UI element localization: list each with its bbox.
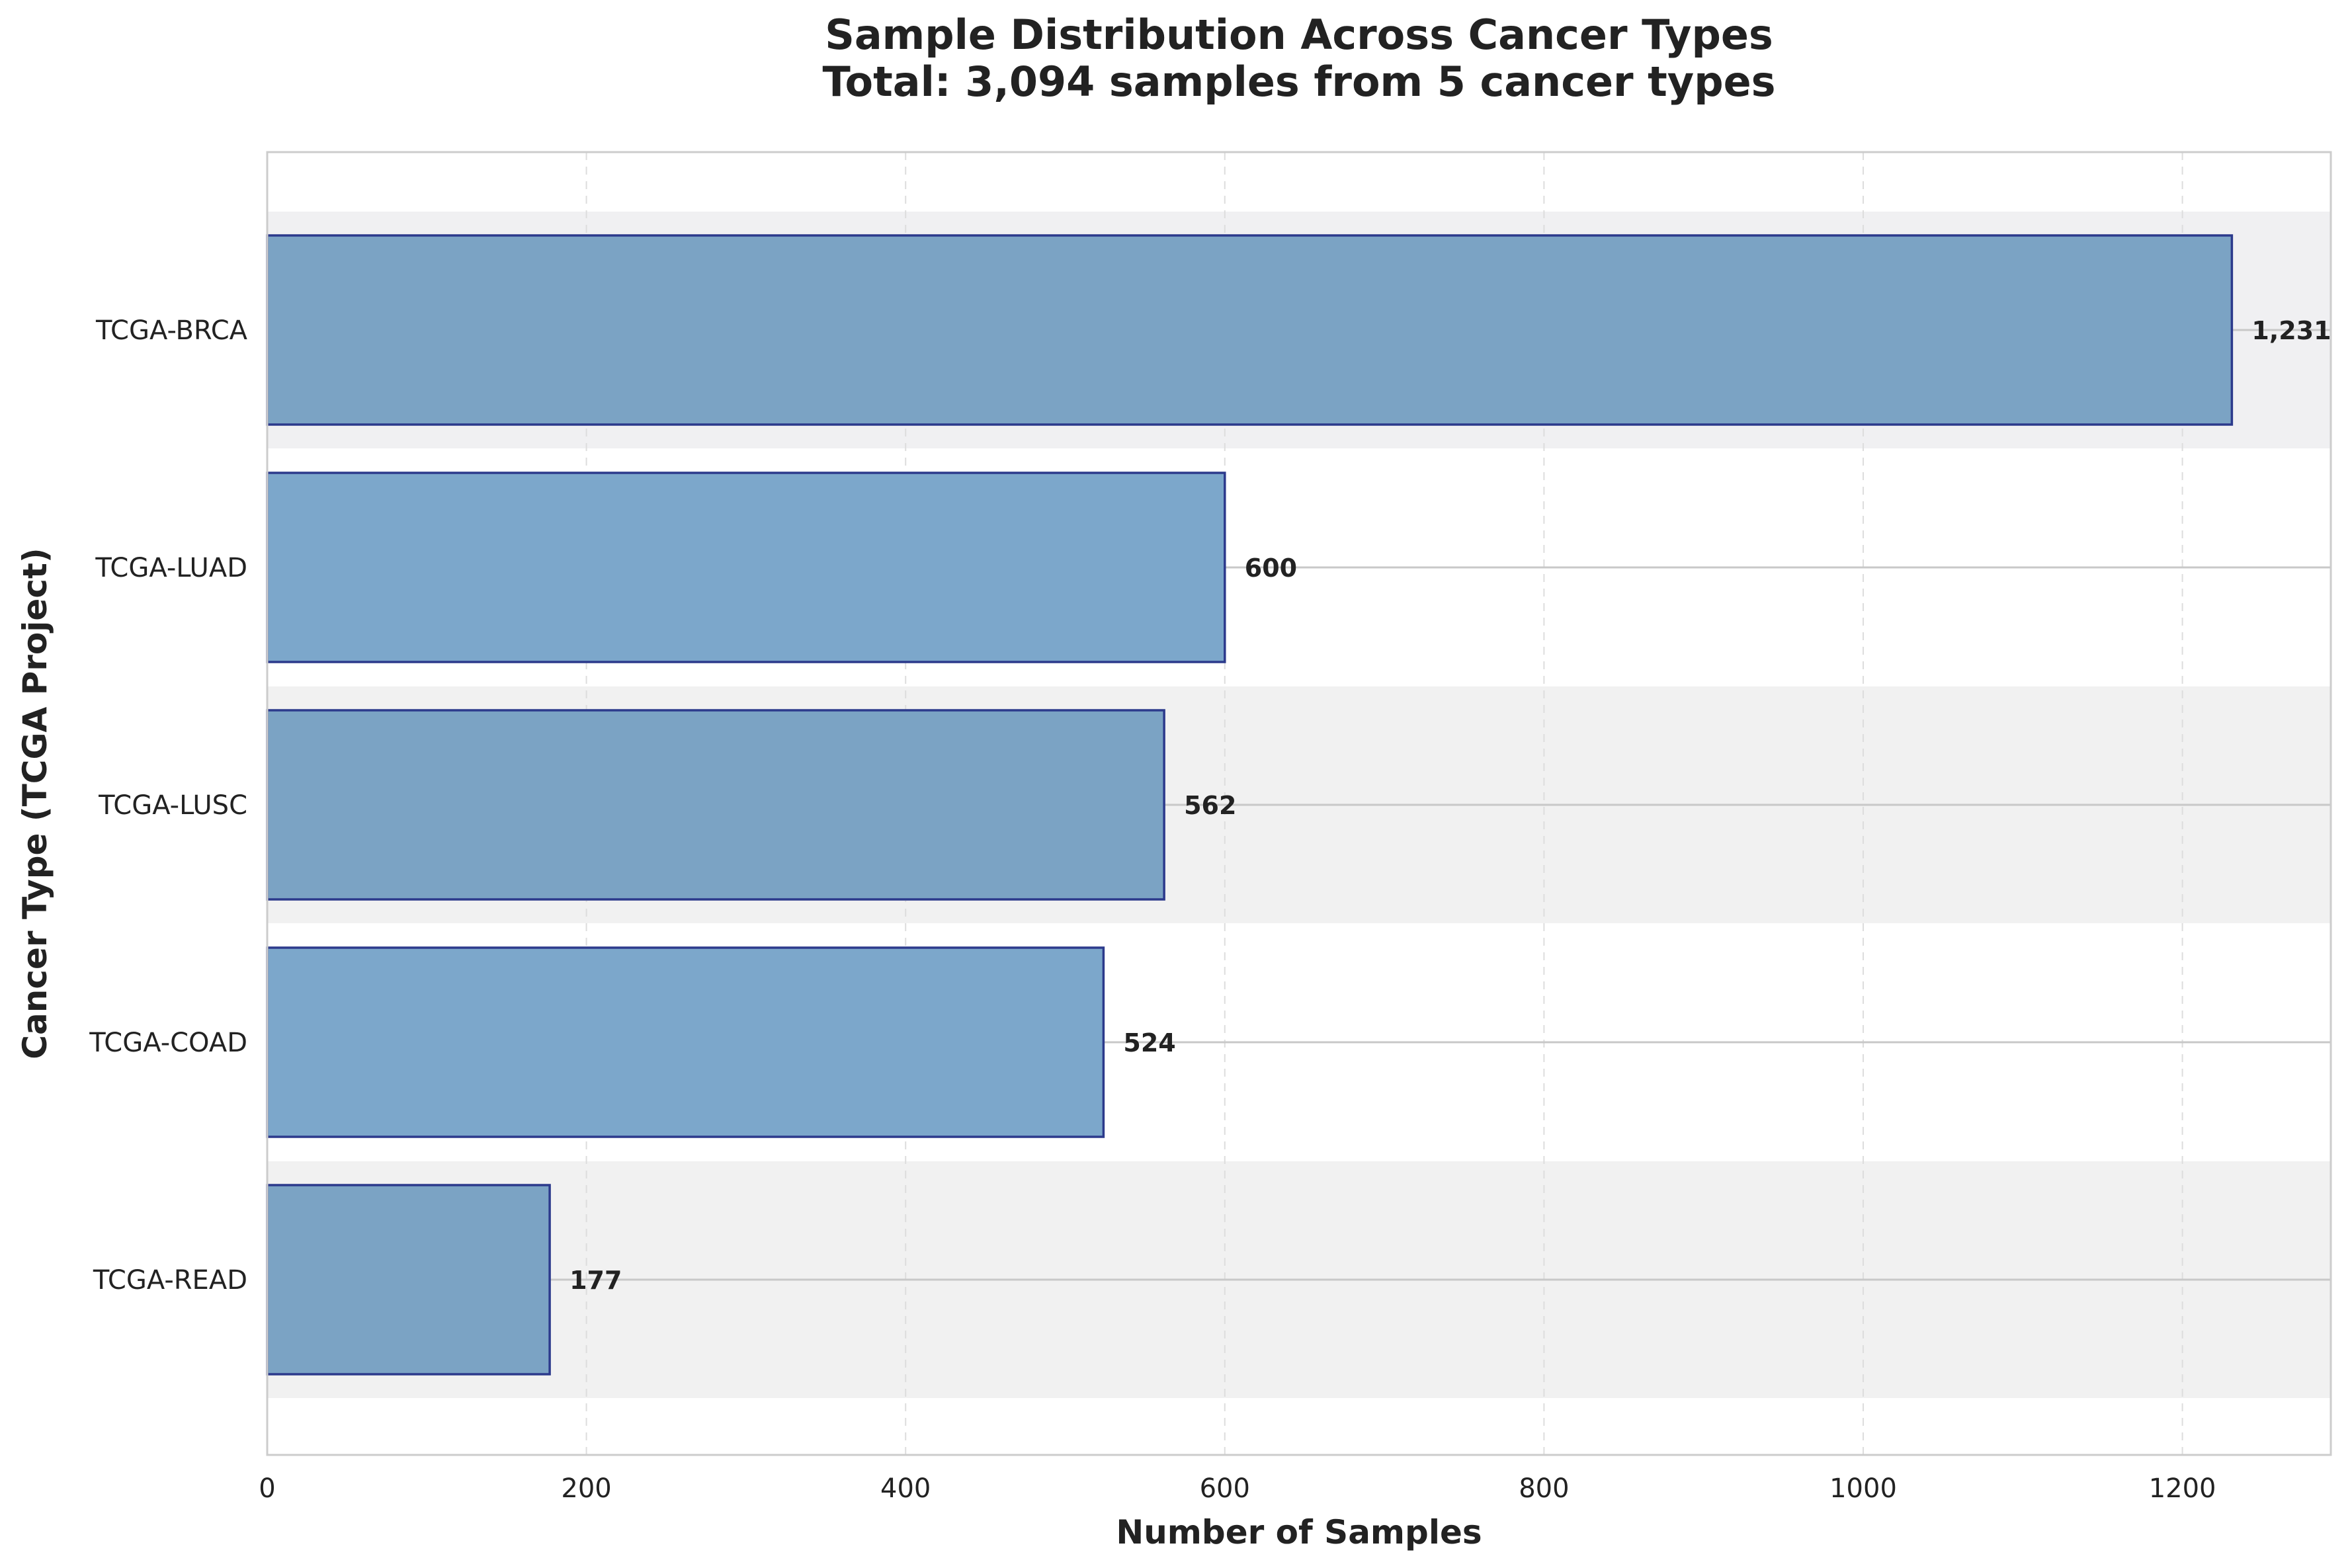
x-tick-label: 400 [880, 1473, 931, 1504]
bar-value-label: 177 [569, 1266, 622, 1295]
bar-value-label: 600 [1245, 554, 1297, 583]
y-tick-label: TCGA-READ [93, 1265, 247, 1296]
x-tick-label: 600 [1200, 1473, 1250, 1504]
y-tick-labels: TCGA-BRCA TCGA-LUAD TCGA-LUSC TCGA-COAD TCGA… [89, 315, 247, 1296]
x-tick-label: 1200 [2149, 1473, 2216, 1504]
chart-title: Sample Distribution Across Cancer Types [825, 11, 1773, 59]
plot-frame [266, 151, 2332, 1456]
bar [266, 1184, 551, 1376]
x-tick-label: 800 [1519, 1473, 1569, 1504]
x-tick-label: 0 [259, 1473, 275, 1504]
chart-subtitle: Total: 3,094 samples from 5 cancer types [822, 58, 1775, 106]
x-axis-label: Number of Samples [1116, 1513, 1482, 1551]
y-tick-label: TCGA-LUSC [98, 790, 247, 821]
value-labels: 1,231 600 562 524 177 [569, 316, 2331, 1295]
y-tick-label: TCGA-LUAD [95, 553, 247, 583]
bar [266, 709, 1165, 901]
bar-value-label: 524 [1123, 1028, 1175, 1057]
y-axis-label: Cancer Type (TCGA Project) [16, 548, 54, 1059]
bar [266, 234, 2234, 426]
y-tick-label: TCGA-BRCA [95, 315, 248, 346]
bars [266, 234, 2234, 1376]
bar [266, 472, 1226, 663]
bar-value-label: 1,231 [2251, 316, 2331, 345]
x-tick-label: 1000 [1829, 1473, 1897, 1504]
bar-value-label: 562 [1184, 791, 1236, 820]
bar [266, 946, 1105, 1138]
y-tick-label: TCGA-COAD [89, 1028, 247, 1058]
x-tick-label: 200 [561, 1473, 611, 1504]
x-tick-labels: 0 200 400 600 800 1000 1200 [259, 1473, 2216, 1504]
